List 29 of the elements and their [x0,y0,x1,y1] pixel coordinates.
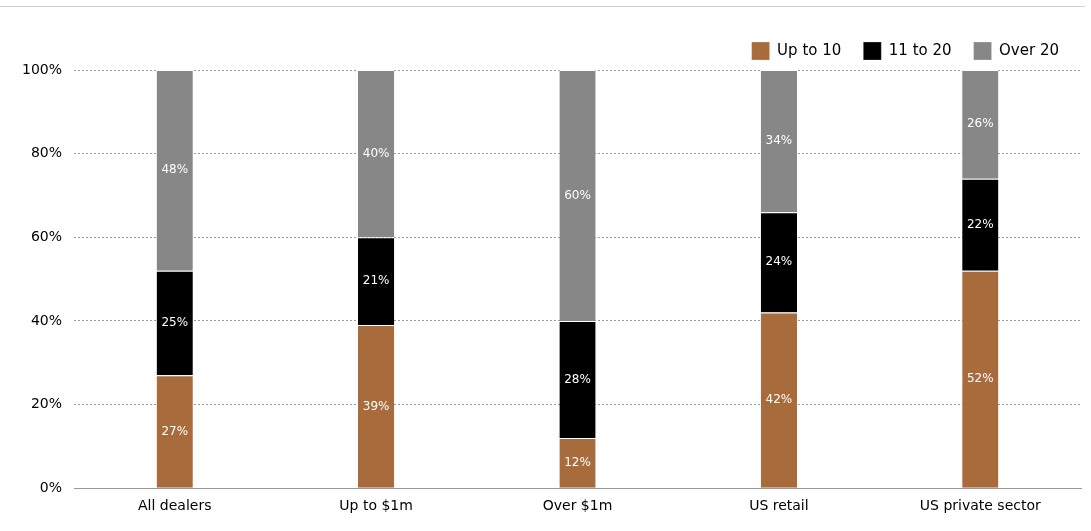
data-label: 27% [161,423,189,438]
y-tick-label: 20% [30,395,63,412]
x-tick-label: US retail [749,497,809,514]
y-tick-label: 60% [30,227,63,244]
data-label: 40% [362,145,390,160]
x-tick-label: Over $1m [542,497,613,514]
data-label: 39% [362,398,390,413]
y-tick-label: 40% [30,311,63,328]
x-tick-label: Up to $1m [339,497,413,514]
x-tick-label: All dealers [138,497,212,514]
legend-label: Over 20 [999,40,1059,59]
data-label: 34% [765,133,793,148]
data-label: 21% [362,273,390,288]
data-label: 25% [161,315,189,330]
data-label: 22% [966,216,994,231]
x-tick-label: US private sector [919,497,1042,514]
data-label: 12% [564,454,591,469]
data-label: 26% [966,116,994,131]
legend-label: Up to 10 [777,40,842,59]
y-tick-label: 100% [21,60,63,77]
data-label: 24% [765,254,793,269]
data-label: 28% [564,371,591,386]
data-label: 60% [564,187,591,202]
data-label: 42% [765,392,793,407]
y-tick-label: 0% [39,478,63,495]
legend-label: 11 to 20 [888,40,952,59]
y-tick-label: 80% [30,144,63,161]
data-label: 52% [966,371,994,386]
data-label: 48% [161,162,189,177]
